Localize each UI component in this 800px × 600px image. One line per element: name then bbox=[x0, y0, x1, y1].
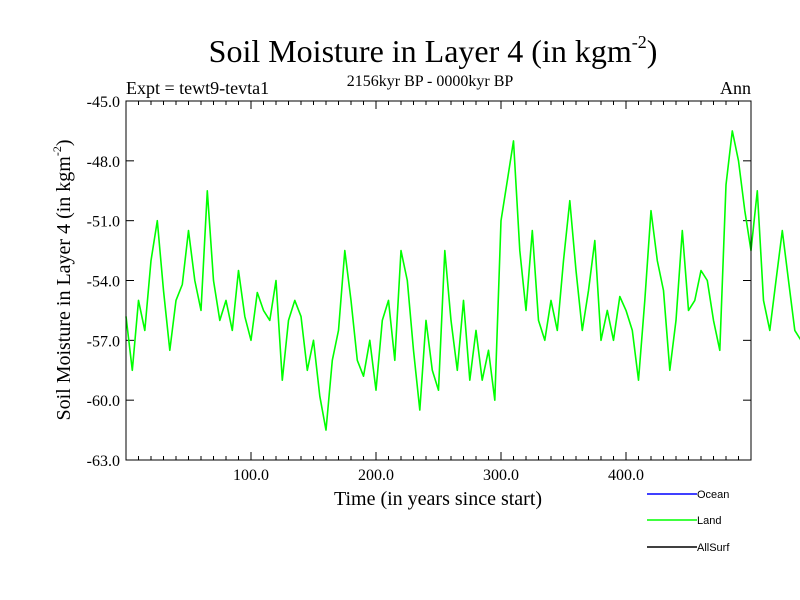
legend-label-land: Land bbox=[697, 515, 721, 527]
series-line-land bbox=[125, 130, 800, 431]
legend-label-allsurf: AllSurf bbox=[697, 542, 730, 554]
y-tick-label: -57.0 bbox=[87, 333, 120, 350]
season-label: Ann bbox=[720, 78, 751, 98]
y-tick-label: -48.0 bbox=[87, 154, 120, 171]
y-axis-label: Soil Moisture in Layer 4 (in kgm-2) bbox=[50, 139, 75, 420]
chart-title-close: ) bbox=[647, 33, 658, 69]
legend-label-ocean: Ocean bbox=[697, 489, 729, 501]
y-axis-ticks: -63.0 -60.0 -57.0 -54.0 -51.0 -48.0 -45.0 bbox=[87, 94, 751, 470]
chart-title-superscript: -2 bbox=[632, 32, 647, 52]
y-tick-label: -60.0 bbox=[87, 393, 120, 410]
chart-title: Soil Moisture in Layer 4 (in kgm-2) bbox=[209, 32, 658, 69]
x-axis-ticks: 100.0 200.0 300.0 400.0 bbox=[138, 101, 739, 484]
y-tick-label: -51.0 bbox=[87, 214, 120, 231]
chart-subtitle: 2156kyr BP - 0000kyr BP bbox=[347, 73, 514, 90]
y-tick-label: -54.0 bbox=[87, 274, 120, 291]
x-tick-label: 100.0 bbox=[233, 467, 269, 484]
y-tick-label: -63.0 bbox=[87, 453, 120, 470]
y-tick-label: -45.0 bbox=[87, 94, 120, 111]
x-tick-label: 300.0 bbox=[483, 467, 519, 484]
plot-frame bbox=[125, 100, 752, 461]
y-axis-label-superscript: -2 bbox=[50, 146, 64, 156]
x-tick-label: 200.0 bbox=[358, 467, 394, 484]
experiment-label: Expt = tewt9-tevta1 bbox=[126, 78, 269, 98]
legend: Ocean Land AllSurf bbox=[647, 489, 730, 554]
x-tick-label: 400.0 bbox=[608, 467, 644, 484]
y-axis-label-main: Soil Moisture in Layer 4 (in kgm bbox=[53, 156, 75, 421]
chart-title-main: Soil Moisture in Layer 4 (in kgm bbox=[209, 33, 632, 69]
y-axis-label-close: ) bbox=[53, 139, 75, 146]
x-axis-label: Time (in years since start) bbox=[334, 488, 542, 510]
